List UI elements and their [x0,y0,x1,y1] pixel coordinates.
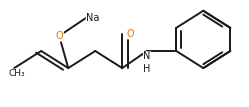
Text: N: N [143,51,151,62]
Text: O: O [127,29,134,39]
Text: H: H [143,64,151,74]
Text: Na: Na [86,13,100,23]
Text: CH₃: CH₃ [8,69,25,78]
Text: O: O [56,31,63,41]
